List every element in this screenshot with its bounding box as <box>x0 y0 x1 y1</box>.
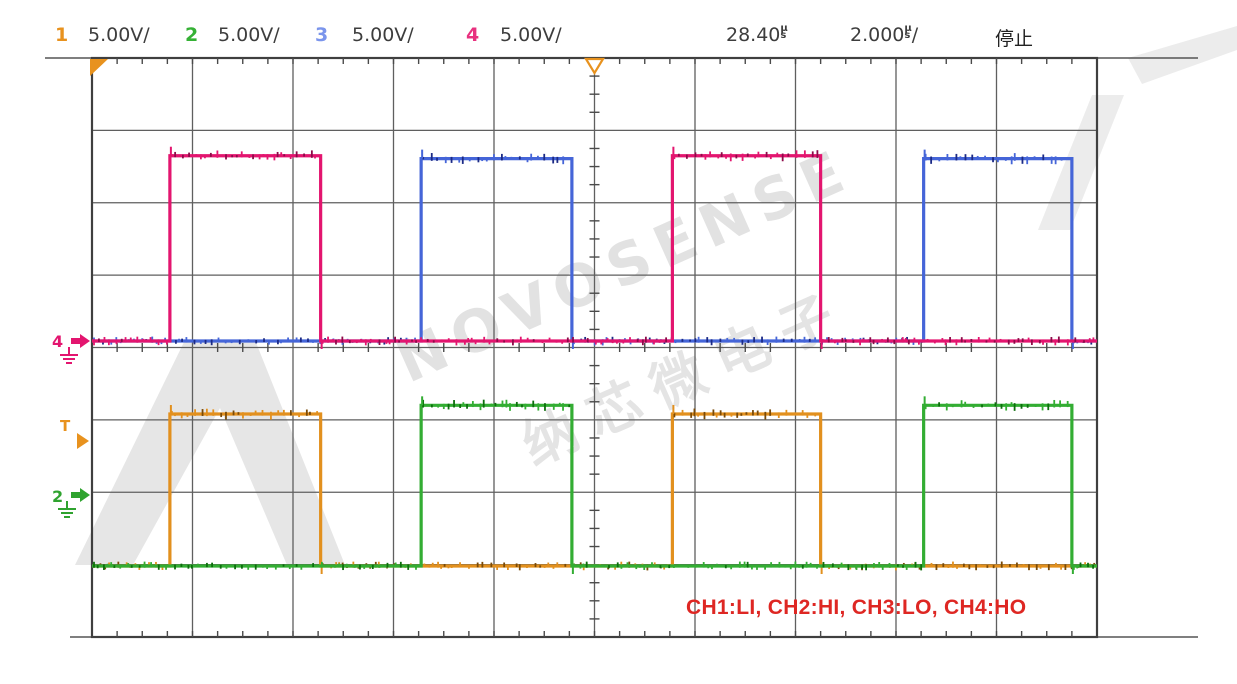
waveform-traces <box>92 146 1097 574</box>
channel-4-scale: 5.00V/ <box>500 24 562 46</box>
channel-3-number: 3 <box>315 24 329 46</box>
watermark: NOVOSENSE 纳芯微电子 <box>75 26 1237 565</box>
run-state-stopped: 停止 <box>995 28 1034 50</box>
svg-text:4: 4 <box>52 332 63 351</box>
watermark-fragment-topright <box>1128 26 1237 84</box>
svg-text:2: 2 <box>52 487 63 506</box>
channel-2-scale: 5.00V/ <box>218 24 280 46</box>
channel-1-number: 1 <box>55 24 69 46</box>
timebase-readout: 2.000 µ s / <box>850 23 919 47</box>
watermark-fragment-right <box>1038 95 1124 230</box>
signal-legend-annotation: CH1:LI, CH2:HI, CH3:LO, CH4:HO <box>686 596 1027 619</box>
channel-4-number: 4 <box>466 24 480 46</box>
channel-markers: 4 T 2 <box>52 57 605 518</box>
channel-2-number: 2 <box>185 24 199 46</box>
svg-text:T: T <box>60 417 71 435</box>
channel-1-scale: 5.00V/ <box>88 24 150 46</box>
watermark-logo-chevron <box>75 340 345 565</box>
graticule <box>45 56 1198 639</box>
channel-3-scale: 5.00V/ <box>352 24 414 46</box>
delay-readout: 28.40 µ s <box>726 23 788 47</box>
